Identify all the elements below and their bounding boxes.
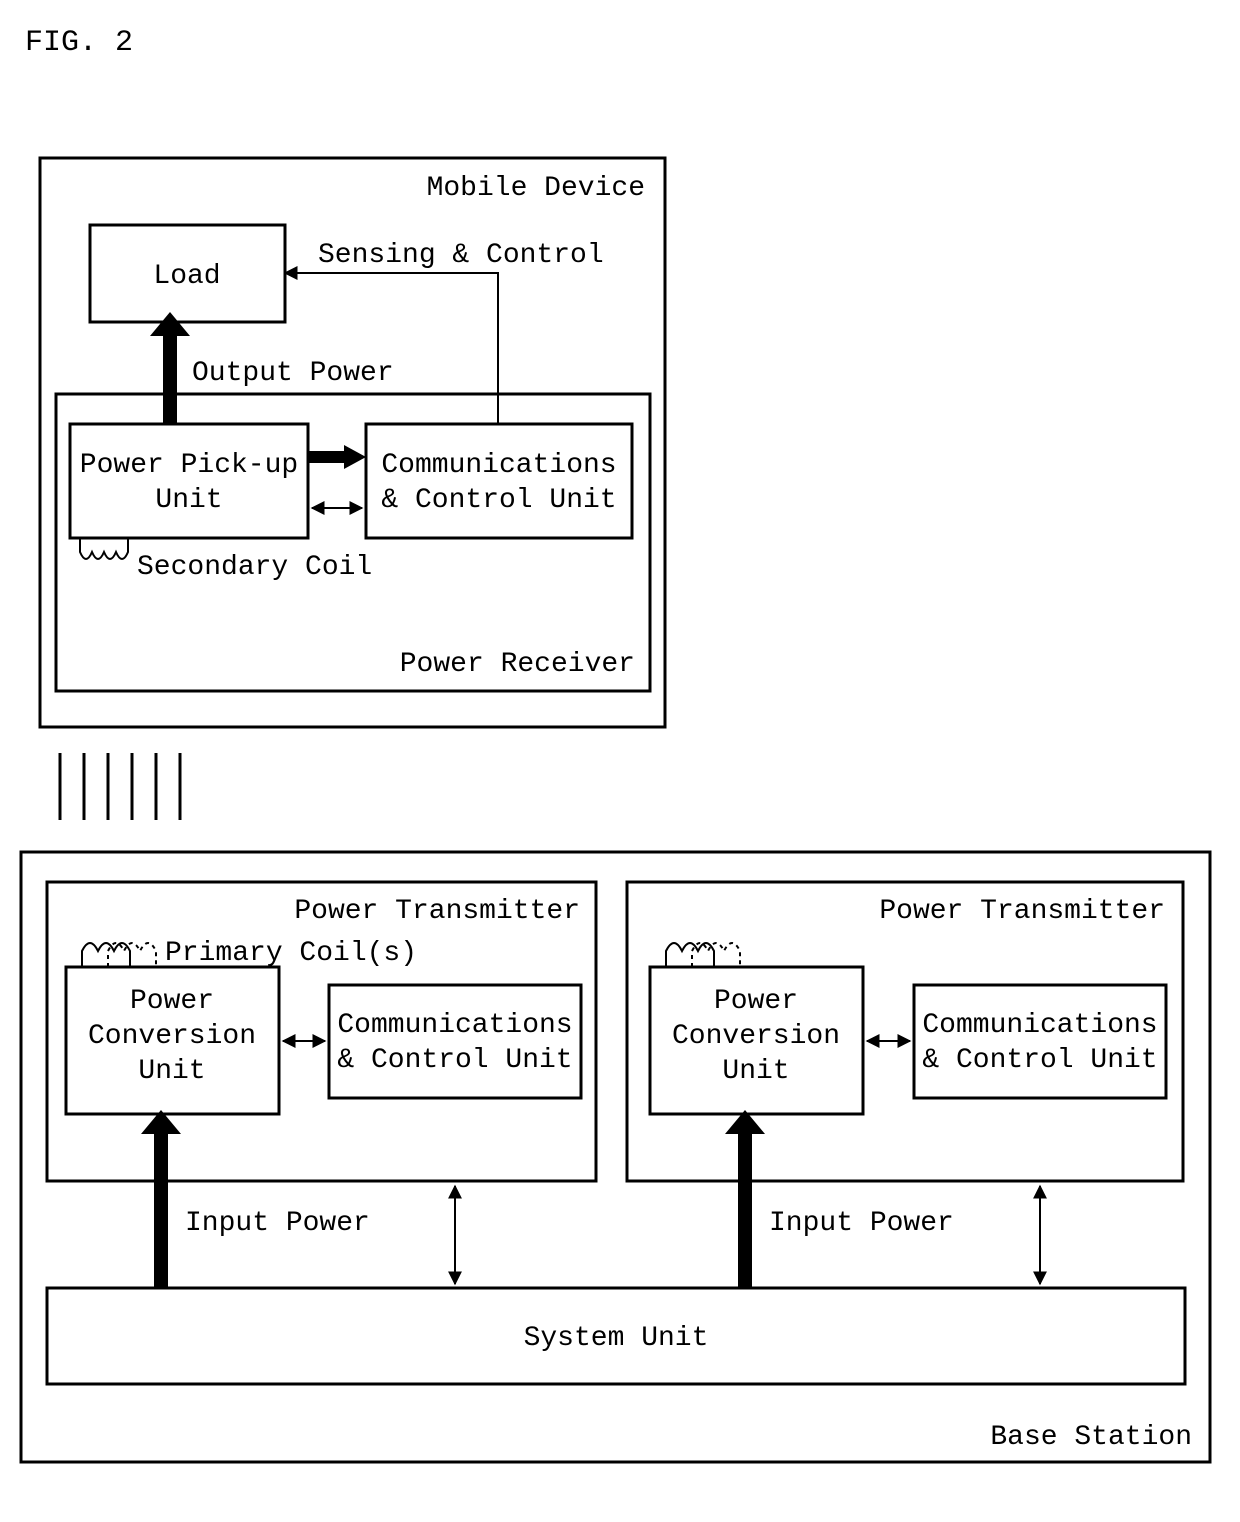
receiver-comms-label-2: & Control Unit xyxy=(381,485,616,516)
sensing-control-arrow xyxy=(285,273,498,424)
power-pickup-label-1: Power Pick-up xyxy=(80,450,298,481)
power-pickup-box xyxy=(70,424,308,538)
tx1-input-power-arrow xyxy=(141,1110,181,1288)
tx2-input-power-label: Input Power xyxy=(769,1208,954,1239)
load-label: Load xyxy=(153,261,220,292)
power-receiver-label: Power Receiver xyxy=(400,649,635,680)
output-power-label: Output Power xyxy=(192,358,394,389)
power-receiver-box xyxy=(56,394,650,691)
tx1-conv-label-1: Power xyxy=(130,986,214,1017)
tx1-conv-label-3: Unit xyxy=(138,1056,205,1087)
sensing-control-label: Sensing & Control xyxy=(318,240,604,271)
tx2-comms-box xyxy=(914,985,1166,1098)
tx1-comms-label-2: & Control Unit xyxy=(337,1045,572,1076)
secondary-coil-label: Secondary Coil xyxy=(137,552,372,583)
transmitter2-label: Power Transmitter xyxy=(879,896,1165,927)
base-station-label: Base Station xyxy=(990,1422,1192,1453)
tx2-primary-coil-icon xyxy=(666,943,740,967)
output-power-arrow xyxy=(150,312,190,424)
tx2-comms-label-1: Communications xyxy=(922,1010,1157,1041)
power-pickup-label-2: Unit xyxy=(155,485,222,516)
receiver-comms-box xyxy=(366,424,632,538)
figure-title: FIG. 2 xyxy=(25,26,133,60)
tx2-input-power-arrow xyxy=(725,1110,765,1288)
wireless-link-icon xyxy=(60,753,180,820)
tx1-primary-coil-icon xyxy=(82,943,156,967)
tx1-conv-label-2: Conversion xyxy=(88,1021,256,1052)
tx2-conv-label-1: Power xyxy=(714,986,798,1017)
tx1-input-power-label: Input Power xyxy=(185,1208,370,1239)
pickup-to-comms-arrow xyxy=(308,445,366,469)
transmitter1-label: Power Transmitter xyxy=(294,896,580,927)
tx2-comms-label-2: & Control Unit xyxy=(922,1045,1157,1076)
tx1-primary-coil-label: Primary Coil(s) xyxy=(165,938,417,969)
tx2-conv-label-3: Unit xyxy=(722,1056,789,1087)
receiver-comms-label-1: Communications xyxy=(381,450,616,481)
tx2-conv-label-2: Conversion xyxy=(672,1021,840,1052)
tx1-comms-label-1: Communications xyxy=(337,1010,572,1041)
tx1-comms-box xyxy=(329,985,581,1098)
mobile-device-label: Mobile Device xyxy=(427,173,645,204)
system-unit-label: System Unit xyxy=(524,1323,709,1354)
secondary-coil-icon xyxy=(80,538,128,559)
